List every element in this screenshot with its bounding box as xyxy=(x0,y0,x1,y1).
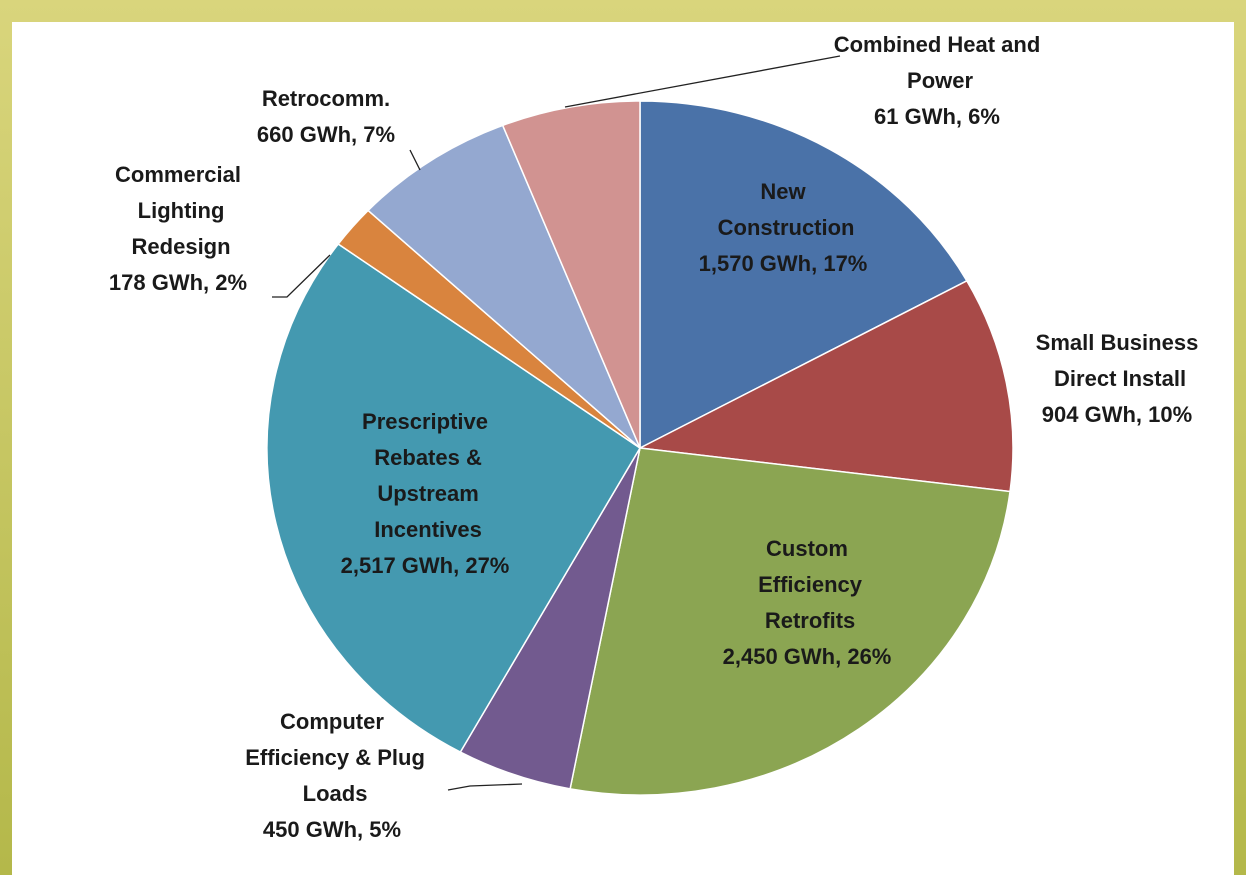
value-label: 450 GWh, 5% xyxy=(263,817,401,842)
slice-label: Custom Efficiency Retrofits xyxy=(752,536,863,633)
value-label: 61 GWh, 6% xyxy=(874,104,1000,129)
slice-label: Retrocomm. xyxy=(262,86,390,111)
value-label: 660 GWh, 7% xyxy=(257,122,395,147)
leader-line xyxy=(447,783,523,791)
value-label: 2,450 GWh, 26% xyxy=(723,644,892,669)
leader-line xyxy=(272,254,331,298)
leader-line xyxy=(564,55,841,108)
pie-slice xyxy=(366,124,641,449)
slice-label: Combined Heat and Power xyxy=(834,32,1041,93)
pie-slice xyxy=(569,447,1011,796)
pie-slice xyxy=(639,100,968,450)
pie-slice xyxy=(501,100,641,449)
pie-slice xyxy=(637,279,1014,493)
slice-label: Computer Efficiency & Plug Loads xyxy=(239,709,425,806)
value-label: 2,517 GWh, 27% xyxy=(341,553,510,578)
slice-label: Prescriptive Rebates & Upstream Incentiv… xyxy=(362,409,488,542)
value-label: 1,570 GWh, 17% xyxy=(699,251,868,276)
value-label: 904 GWh, 10% xyxy=(1042,402,1192,427)
slice-label: Commercial Lighting Redesign xyxy=(115,162,241,259)
leader-line xyxy=(409,149,421,171)
pie-slice xyxy=(266,243,642,754)
slice-label: Small Business Direct Install xyxy=(1036,330,1199,391)
value-label: 178 GWh, 2% xyxy=(109,270,247,295)
slice-label: New Construction xyxy=(712,179,855,240)
